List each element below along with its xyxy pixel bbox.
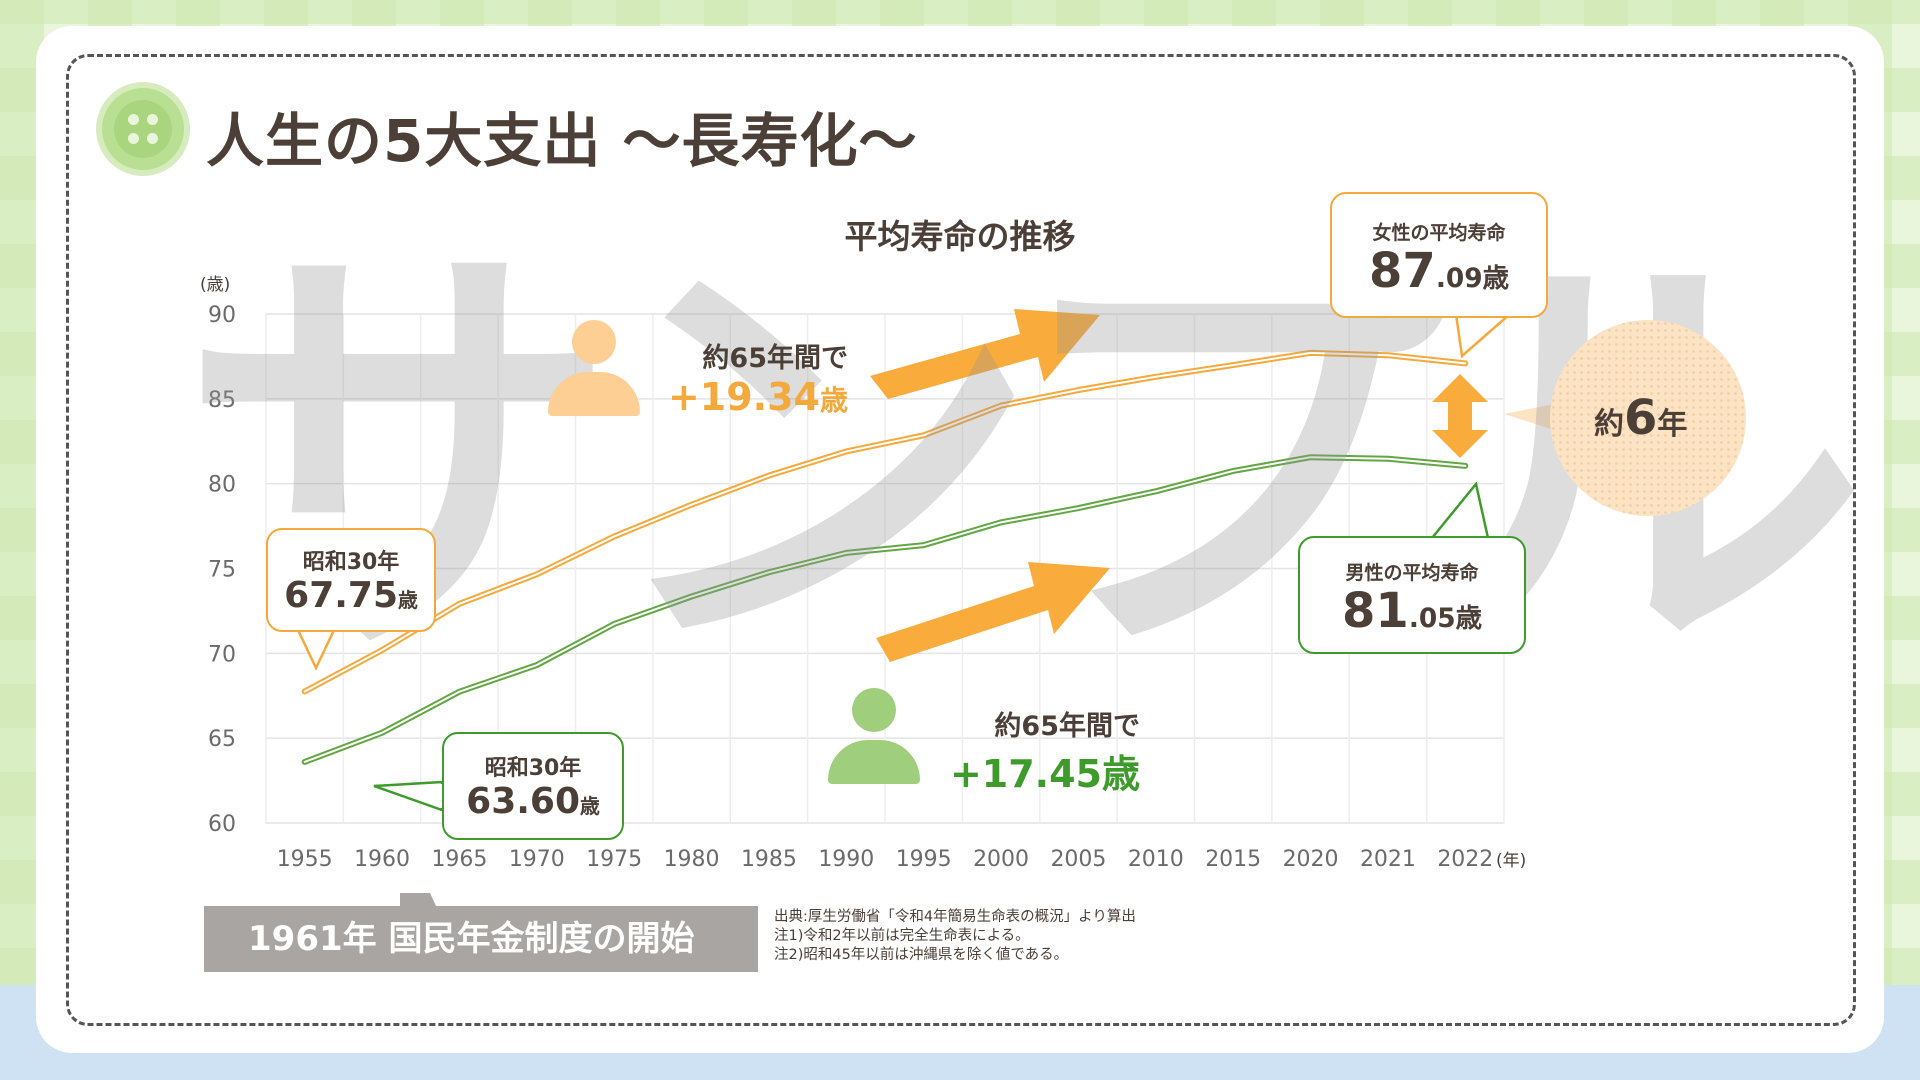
x-tick-label: 1980 <box>664 847 720 872</box>
male-gain: 約65年間で +17.45歳 <box>920 704 1140 798</box>
pension-start-banner: 1961年 国民年金制度の開始 <box>204 906 758 972</box>
x-tick-label: 2015 <box>1205 847 1261 872</box>
x-tick-label: 1985 <box>741 847 797 872</box>
male-2022-value: 81 <box>1342 583 1409 639</box>
male-start-label: 昭和30年 <box>484 756 582 781</box>
y-tick-label: 70 <box>208 642 236 667</box>
female-2022-unit: 歳 <box>1482 263 1509 294</box>
difference-circle <box>1550 320 1746 516</box>
female-2022-callout-tail <box>1454 312 1514 358</box>
y-tick-label: 85 <box>208 388 236 413</box>
x-tick-label: 1970 <box>509 847 565 872</box>
female-gain-unit: 歳 <box>819 384 848 417</box>
male-2022-callout-tail <box>1429 482 1490 540</box>
female-2022-decimal: .09 <box>1435 263 1483 294</box>
difference-value: 6 <box>1624 390 1658 446</box>
female-start-label: 昭和30年 <box>302 550 400 575</box>
x-tick-label: 1995 <box>896 847 952 872</box>
y-tick-label: 90 <box>208 303 236 328</box>
page-title: 人生の5大支出 ～長寿化～ <box>206 107 918 175</box>
male-trend-arrow <box>876 562 1110 662</box>
female-gain: 約65年間で +19.34歳 <box>648 336 848 419</box>
y-tick-label: 80 <box>208 473 236 498</box>
x-tick-label: 2020 <box>1283 847 1339 872</box>
female-start-unit: 歳 <box>398 589 418 612</box>
difference-label: 約6年 <box>1594 390 1687 446</box>
pension-tab <box>400 893 436 906</box>
male-series-line-inner <box>303 456 1467 763</box>
male-gain-label: 約65年間で <box>994 711 1140 742</box>
male-2022-label: 男性の平均寿命 <box>1345 562 1479 584</box>
male-gain-value: +17.45 <box>949 752 1102 796</box>
note-line: 注1)令和2年以前は完全生命表による。 <box>774 928 1030 944</box>
male-start-unit: 歳 <box>580 795 600 818</box>
x-tick-label: 2000 <box>973 847 1029 872</box>
female-gain-value: +19.34 <box>667 375 820 419</box>
female-start-callout-tail <box>296 628 336 671</box>
note-line: 出典:厚生労働省「令和4年簡易生命表の概況」より算出 <box>774 909 1136 925</box>
x-tick-label: 1965 <box>431 847 487 872</box>
x-axis-unit: (年) <box>1496 851 1526 871</box>
x-tick-label: 2010 <box>1128 847 1184 872</box>
y-axis-unit: (歳) <box>200 275 230 295</box>
female-start-callout: 昭和30年 67.75歳 <box>266 528 436 632</box>
x-tick-label: 1955 <box>277 847 333 872</box>
male-gain-unit: 歳 <box>1101 752 1140 796</box>
male-start-callout: 昭和30年 63.60歳 <box>442 732 624 840</box>
y-tick-label: 60 <box>208 812 236 837</box>
male-2022-callout: 男性の平均寿命 81.05歳 <box>1298 536 1526 654</box>
x-tick-label: 2021 <box>1360 847 1416 872</box>
female-person-icon <box>548 320 640 416</box>
button-icon <box>96 82 190 176</box>
difference-unit: 年 <box>1657 407 1688 442</box>
difference-prefix: 約 <box>1594 407 1624 442</box>
chart-title: 平均寿命の推移 <box>844 217 1076 256</box>
male-person-icon <box>828 688 920 784</box>
x-tick-label: 2005 <box>1050 847 1106 872</box>
female-series-line-inner <box>303 351 1467 693</box>
male-2022-decimal: .05 <box>1408 603 1456 634</box>
source-notes: 出典:厚生労働省「令和4年簡易生命表の概況」より算出 注1)令和2年以前は完全生… <box>774 908 1136 965</box>
female-start-value: 67.75 <box>284 575 399 616</box>
y-tick-label: 65 <box>208 727 236 752</box>
female-2022-label: 女性の平均寿命 <box>1372 222 1506 244</box>
y-tick-label: 75 <box>208 558 236 583</box>
male-start-callout-tail <box>373 780 444 812</box>
dashed-frame <box>66 54 1856 1026</box>
male-2022-unit: 歳 <box>1455 603 1482 634</box>
male-start-value: 63.60 <box>466 781 581 822</box>
female-gain-label: 約65年間で <box>702 343 848 374</box>
x-tick-label: 2022 <box>1437 847 1493 872</box>
difference-pointer <box>1504 404 1554 430</box>
x-tick-label: 1975 <box>586 847 642 872</box>
x-tick-label: 1960 <box>354 847 410 872</box>
female-2022-value: 87 <box>1369 243 1436 299</box>
note-line: 注2)昭和45年以前は沖縄県を除く値である。 <box>774 947 1069 963</box>
difference-double-arrow <box>1432 374 1488 458</box>
x-tick-label: 1990 <box>818 847 874 872</box>
female-2022-callout: 女性の平均寿命 87.09歳 <box>1330 192 1548 318</box>
female-trend-arrow <box>870 309 1100 399</box>
